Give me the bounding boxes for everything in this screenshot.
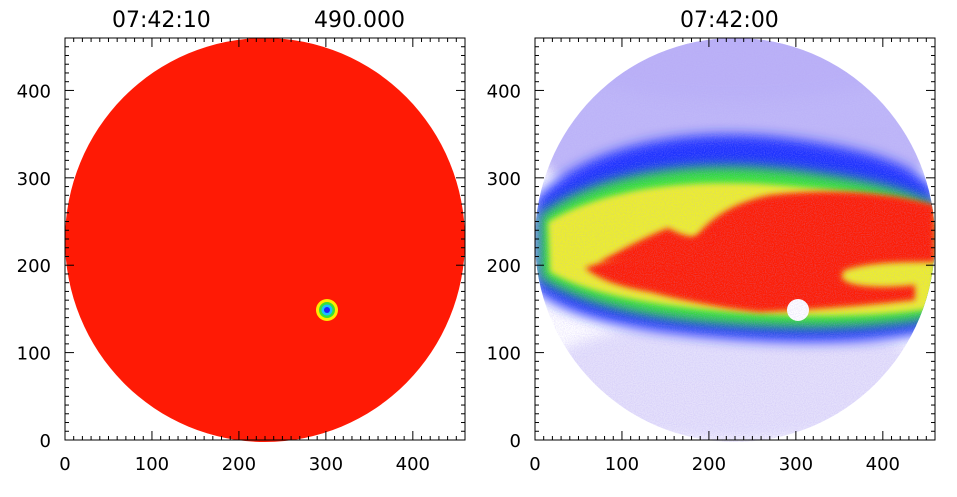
left-panel-time-title: 07:42:10 [112, 8, 211, 33]
right-y-tick-label: 400 [487, 81, 521, 102]
left-panel: 07:42:10 490.000 0 100 200 300 400 0 100 200 300… [17, 8, 466, 475]
left-y-tick-label: 400 [17, 81, 51, 102]
right-x-tick-label: 300 [779, 454, 813, 475]
left-y-tick-label: 300 [17, 169, 51, 190]
right-axes: 0 100 200 300 400 0 100 200 300 400 [487, 37, 936, 475]
left-y-tick-label: 0 [40, 431, 51, 452]
right-x-tick-label: 100 [605, 454, 639, 475]
left-x-tick-label: 100 [135, 454, 169, 475]
right-panel: 07:42:00 0 100 200 300 400 0 100 200 300 400 [487, 8, 936, 475]
right-y-tick-label: 200 [487, 256, 521, 277]
right-panel-time-title: 07:42:00 [680, 8, 779, 33]
left-x-tick-label: 200 [222, 454, 256, 475]
left-x-tick-label: 0 [59, 454, 70, 475]
left-panel-value-title: 490.000 [314, 8, 405, 33]
left-sky-disk [65, 38, 465, 442]
right-y-tick-label: 0 [510, 431, 521, 452]
left-x-tick-label: 300 [309, 454, 343, 475]
right-x-tick-label: 200 [692, 454, 726, 475]
right-x-tick-label: 0 [529, 454, 540, 475]
left-y-tick-label: 100 [17, 344, 51, 365]
right-x-tick-label: 400 [866, 454, 900, 475]
right-y-tick-label: 100 [487, 344, 521, 365]
left-x-tick-label: 400 [396, 454, 430, 475]
right-aurora-image [535, 38, 935, 442]
left-y-tick-label: 200 [17, 256, 51, 277]
left-bright-spot [316, 299, 338, 321]
right-y-tick-label: 300 [487, 169, 521, 190]
left-axes: 0 100 200 300 400 0 100 200 300 400 [17, 37, 466, 475]
